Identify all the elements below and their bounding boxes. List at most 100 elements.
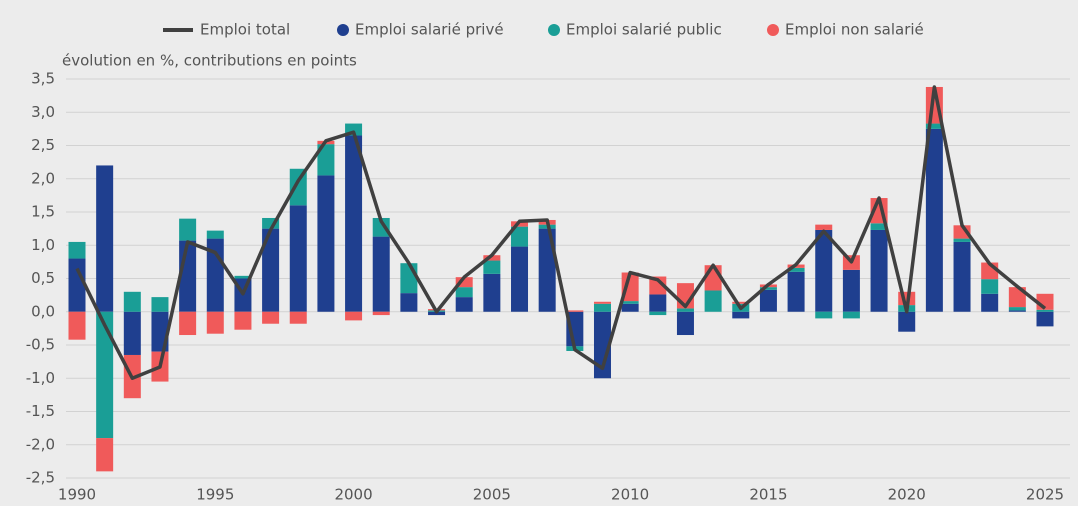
- bar-segment: [455, 277, 473, 288]
- bar-segment: [870, 223, 888, 230]
- bar-segment: [483, 260, 501, 274]
- y-tick-label: -2,0: [26, 435, 55, 453]
- bar-segment: [455, 297, 473, 312]
- bar-segment: [345, 135, 363, 312]
- bar-segment: [621, 303, 639, 312]
- bar-segment: [483, 255, 501, 261]
- chart-subtitle: évolution en %, contributions en points: [62, 52, 357, 70]
- bar-segment: [1036, 311, 1054, 327]
- bar-segment: [179, 311, 197, 336]
- bar-segment: [981, 293, 999, 312]
- bar-segment: [593, 311, 611, 379]
- y-tick-label: 1,5: [31, 203, 55, 221]
- bar-segment: [400, 293, 418, 312]
- bar-segment: [732, 311, 750, 319]
- y-tick-label: 0,5: [31, 269, 55, 287]
- bar-segment: [787, 271, 805, 312]
- legend-label: Emploi total: [200, 21, 290, 39]
- bar-segment: [96, 165, 114, 312]
- x-tick-label: 2010: [611, 486, 649, 504]
- bar-segment: [317, 144, 335, 176]
- bar-segment: [372, 217, 390, 237]
- x-tick-label: 2020: [888, 486, 926, 504]
- legend-label: Emploi non salarié: [785, 21, 924, 39]
- bar-segment: [593, 301, 611, 304]
- bar-segment: [400, 263, 418, 294]
- bar-segment: [870, 229, 888, 312]
- bar-segment: [953, 238, 971, 242]
- y-tick-label: 2,0: [31, 169, 55, 187]
- bar-segment: [898, 311, 916, 332]
- bar-segment: [1036, 309, 1054, 312]
- bar-segment: [981, 279, 999, 294]
- y-tick-label: 3,0: [31, 103, 55, 121]
- bar-segment: [621, 272, 639, 302]
- bar-segment: [345, 123, 363, 136]
- legend-marker: [337, 24, 349, 36]
- bar-segment: [1008, 287, 1026, 308]
- y-tick-label: 2,5: [31, 136, 55, 154]
- bar-segment: [68, 258, 86, 312]
- bar-segment: [732, 301, 750, 304]
- bar-segment: [925, 123, 943, 129]
- bar-segment: [483, 273, 501, 312]
- bar-segment: [68, 241, 86, 259]
- bar-segment: [511, 226, 529, 247]
- bar-segment: [1008, 307, 1026, 311]
- bar-segment: [511, 246, 529, 312]
- bar-segment: [123, 291, 141, 312]
- bar-segment: [455, 287, 473, 298]
- bar-segment: [676, 308, 694, 312]
- bar-segment: [345, 311, 363, 321]
- bar-segment: [649, 311, 667, 316]
- x-tick-label: 1990: [58, 486, 96, 504]
- y-tick-label: 1,0: [31, 236, 55, 254]
- bar-segment: [206, 230, 224, 239]
- bar-segment: [372, 236, 390, 312]
- bar-segment: [372, 311, 390, 316]
- x-tick-label: 2015: [749, 486, 787, 504]
- x-tick-label: 1995: [196, 486, 234, 504]
- bar-segment: [566, 310, 584, 312]
- y-tick-label: -2,5: [26, 469, 55, 487]
- bar-segment: [179, 218, 197, 241]
- bar-segment: [96, 438, 114, 472]
- legend-marker: [548, 24, 560, 36]
- bar-segment: [676, 311, 694, 336]
- bar-segment: [815, 224, 833, 230]
- total-line: [75, 85, 1047, 380]
- bar-segment: [262, 217, 280, 229]
- bar-segment: [538, 228, 556, 312]
- bar-segment: [815, 311, 833, 319]
- bar-segment: [123, 311, 141, 355]
- bar-segment: [96, 311, 114, 439]
- bar-segment: [704, 265, 722, 291]
- bar-segment: [68, 311, 86, 340]
- x-tick-label: 2005: [473, 486, 511, 504]
- bar-segment: [262, 311, 280, 324]
- y-tick-label: 0,0: [31, 302, 55, 320]
- bar-segment: [151, 297, 169, 312]
- y-tick-label: -1,0: [26, 369, 55, 387]
- x-tick-label: 2000: [334, 486, 372, 504]
- bar-segment: [759, 287, 777, 290]
- bar-segment: [704, 290, 722, 312]
- bar-segment: [953, 241, 971, 312]
- bar-segment: [317, 175, 335, 312]
- y-tick-label: -0,5: [26, 336, 55, 354]
- bar-segment: [759, 289, 777, 312]
- bar-segment: [234, 311, 252, 330]
- bar-segment: [262, 228, 280, 312]
- bar-segment: [925, 128, 943, 312]
- bar-segment: [815, 229, 833, 312]
- y-tick-label: -1,5: [26, 402, 55, 420]
- bar-segment: [842, 311, 860, 319]
- bar-segment: [649, 276, 667, 295]
- bar-segment: [649, 294, 667, 312]
- legend-label: Emploi salarié public: [566, 21, 722, 39]
- legend-marker: [767, 24, 779, 36]
- bar-segment: [234, 275, 252, 279]
- x-tick-label: 2025: [1026, 486, 1064, 504]
- bar-segment: [1008, 310, 1026, 312]
